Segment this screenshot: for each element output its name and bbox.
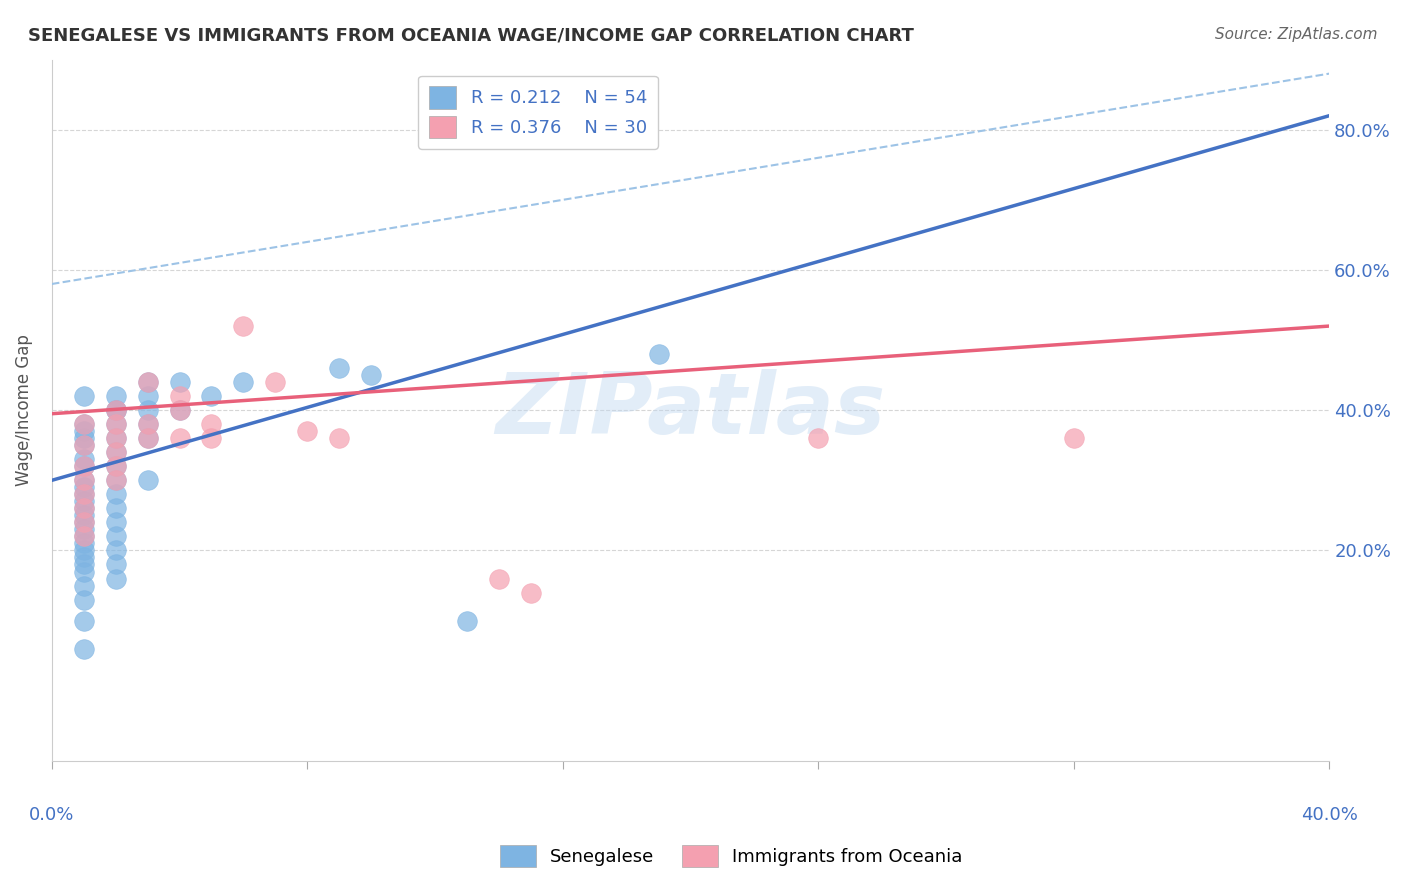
Text: Source: ZipAtlas.com: Source: ZipAtlas.com bbox=[1215, 27, 1378, 42]
Point bbox=[104, 445, 127, 459]
Point bbox=[73, 536, 96, 550]
Point bbox=[104, 417, 127, 432]
Point bbox=[104, 572, 127, 586]
Point bbox=[73, 558, 96, 572]
Point bbox=[73, 516, 96, 530]
Legend: R = 0.212    N = 54, R = 0.376    N = 30: R = 0.212 N = 54, R = 0.376 N = 30 bbox=[419, 76, 658, 149]
Point bbox=[104, 431, 127, 445]
Text: SENEGALESE VS IMMIGRANTS FROM OCEANIA WAGE/INCOME GAP CORRELATION CHART: SENEGALESE VS IMMIGRANTS FROM OCEANIA WA… bbox=[28, 27, 914, 45]
Point bbox=[297, 424, 319, 438]
Point bbox=[104, 543, 127, 558]
Point bbox=[647, 347, 669, 361]
Point bbox=[73, 473, 96, 487]
Point bbox=[488, 572, 510, 586]
Point bbox=[104, 487, 127, 501]
Point bbox=[807, 431, 830, 445]
Point bbox=[73, 578, 96, 592]
Point bbox=[232, 375, 254, 389]
Point bbox=[136, 375, 159, 389]
Point bbox=[73, 523, 96, 537]
Point bbox=[169, 403, 191, 417]
Point bbox=[73, 543, 96, 558]
Point bbox=[136, 417, 159, 432]
Point bbox=[73, 550, 96, 565]
Point bbox=[169, 431, 191, 445]
Point bbox=[73, 459, 96, 474]
Point bbox=[73, 494, 96, 508]
Point bbox=[104, 516, 127, 530]
Point bbox=[73, 508, 96, 523]
Point bbox=[360, 368, 382, 383]
Point bbox=[73, 487, 96, 501]
Point bbox=[136, 389, 159, 403]
Point bbox=[73, 487, 96, 501]
Point bbox=[104, 529, 127, 543]
Point bbox=[232, 319, 254, 334]
Point bbox=[73, 389, 96, 403]
Point bbox=[104, 403, 127, 417]
Point bbox=[104, 403, 127, 417]
Point bbox=[73, 473, 96, 487]
Y-axis label: Wage/Income Gap: Wage/Income Gap bbox=[15, 334, 32, 486]
Point bbox=[104, 459, 127, 474]
Point bbox=[136, 473, 159, 487]
Point bbox=[73, 417, 96, 432]
Point bbox=[73, 431, 96, 445]
Point bbox=[73, 516, 96, 530]
Point bbox=[73, 614, 96, 628]
Point bbox=[104, 501, 127, 516]
Point bbox=[136, 403, 159, 417]
Point bbox=[264, 375, 287, 389]
Point bbox=[104, 431, 127, 445]
Point bbox=[169, 375, 191, 389]
Point bbox=[104, 473, 127, 487]
Text: 0.0%: 0.0% bbox=[30, 806, 75, 824]
Point bbox=[73, 529, 96, 543]
Point bbox=[73, 459, 96, 474]
Point bbox=[73, 452, 96, 467]
Point bbox=[73, 529, 96, 543]
Point bbox=[456, 614, 478, 628]
Point bbox=[104, 403, 127, 417]
Point bbox=[73, 501, 96, 516]
Point bbox=[136, 375, 159, 389]
Point bbox=[104, 459, 127, 474]
Legend: Senegalese, Immigrants from Oceania: Senegalese, Immigrants from Oceania bbox=[492, 838, 970, 874]
Point bbox=[200, 389, 222, 403]
Point bbox=[73, 417, 96, 432]
Point bbox=[73, 501, 96, 516]
Point bbox=[73, 565, 96, 579]
Point bbox=[200, 417, 222, 432]
Point bbox=[104, 445, 127, 459]
Point bbox=[73, 480, 96, 494]
Point bbox=[104, 389, 127, 403]
Point bbox=[104, 417, 127, 432]
Text: ZIPatlas: ZIPatlas bbox=[495, 368, 886, 451]
Point bbox=[73, 424, 96, 438]
Point bbox=[1063, 431, 1085, 445]
Point bbox=[73, 438, 96, 452]
Point bbox=[136, 431, 159, 445]
Point bbox=[200, 431, 222, 445]
Point bbox=[104, 558, 127, 572]
Point bbox=[73, 438, 96, 452]
Point bbox=[73, 641, 96, 656]
Point bbox=[328, 361, 350, 376]
Text: 40.0%: 40.0% bbox=[1301, 806, 1358, 824]
Point bbox=[169, 389, 191, 403]
Point bbox=[169, 403, 191, 417]
Point bbox=[73, 592, 96, 607]
Point bbox=[520, 585, 543, 599]
Point bbox=[136, 417, 159, 432]
Point bbox=[136, 431, 159, 445]
Point bbox=[328, 431, 350, 445]
Point bbox=[104, 473, 127, 487]
